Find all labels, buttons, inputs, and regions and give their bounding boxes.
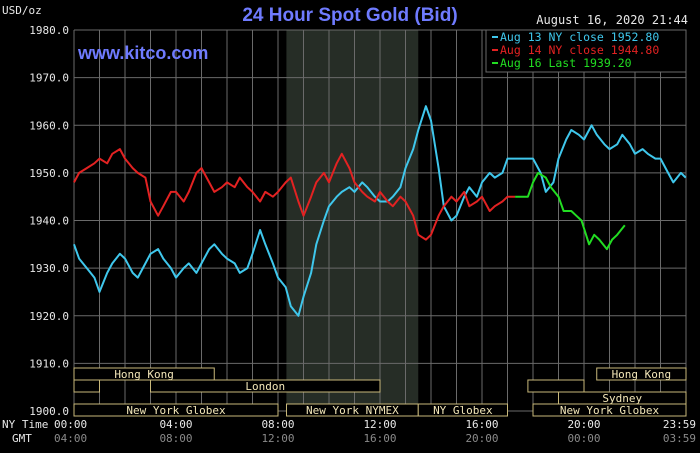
session-box xyxy=(73,367,215,381)
watermark: www.kitco.com xyxy=(78,43,209,63)
session-label: New York NYMEX xyxy=(306,404,399,417)
x-tick-label-gmt: 03:59 xyxy=(663,432,696,445)
x-tick-label-ny: 00:00 xyxy=(54,418,87,431)
y-tick-label: 1940.0 xyxy=(29,215,69,228)
y-tick-label: 1950.0 xyxy=(29,167,69,180)
y-tick-label: 1910.0 xyxy=(29,357,69,370)
session-box xyxy=(527,379,585,393)
session-label: NY Globex xyxy=(433,404,493,417)
session-label: Hong Kong xyxy=(612,368,672,381)
y-tick-label: 1920.0 xyxy=(29,310,69,323)
legend-box xyxy=(485,29,687,73)
x-tick-label-ny: 08:00 xyxy=(261,418,294,431)
legend-entry: Aug 16 Last 1939.20 xyxy=(500,56,632,70)
chart-title: 24 Hour Spot Gold (Bid) xyxy=(242,5,458,26)
timestamp: August 16, 2020 21:44 xyxy=(536,13,688,27)
x-tick-label-ny: 04:00 xyxy=(159,418,192,431)
series-line-2 xyxy=(73,148,516,241)
x-tick-label-ny: 16:00 xyxy=(465,418,498,431)
session-box xyxy=(73,403,279,417)
y-tick-label: 1980.0 xyxy=(29,24,69,37)
session-label: New York Globex xyxy=(560,404,660,417)
y-tick-label: 1960.0 xyxy=(29,119,69,132)
x-tick-label-gmt: 00:00 xyxy=(567,432,600,445)
session-box xyxy=(532,403,687,417)
x-tick-label-ny: 12:00 xyxy=(363,418,396,431)
gmt-label: GMT xyxy=(12,432,32,445)
session-label: Sydney xyxy=(602,392,642,405)
ny-time-label: NY Time xyxy=(2,418,48,431)
session-label: New York Globex xyxy=(126,404,226,417)
x-tick-label-ny: 23:59 xyxy=(663,418,696,431)
session-box xyxy=(596,367,687,381)
series-line-3 xyxy=(515,171,626,251)
legend-entry: Aug 14 NY close 1944.80 xyxy=(500,43,659,57)
x-tick-label-gmt: 04:00 xyxy=(54,432,87,445)
session-box xyxy=(417,403,508,417)
legend-entry: Aug 13 NY close 1952.80 xyxy=(500,30,659,44)
y-tick-label: 1930.0 xyxy=(29,262,69,275)
session-label: London xyxy=(245,380,285,393)
x-tick-label-gmt: 08:00 xyxy=(159,432,192,445)
session-label: Hong Kong xyxy=(114,368,174,381)
y-tick-label: 1900.0 xyxy=(29,405,69,418)
unit-label: USD/oz xyxy=(2,4,42,17)
grid-lines xyxy=(73,29,687,412)
x-tick-label-gmt: 16:00 xyxy=(363,432,396,445)
x-tick-label-gmt: 20:00 xyxy=(465,432,498,445)
x-tick-label-ny: 20:00 xyxy=(567,418,600,431)
series-line-1 xyxy=(73,105,687,317)
session-box xyxy=(150,379,381,393)
session-box xyxy=(73,379,100,393)
x-tick-label-gmt: 12:00 xyxy=(261,432,294,445)
y-tick-label: 1970.0 xyxy=(29,72,69,85)
